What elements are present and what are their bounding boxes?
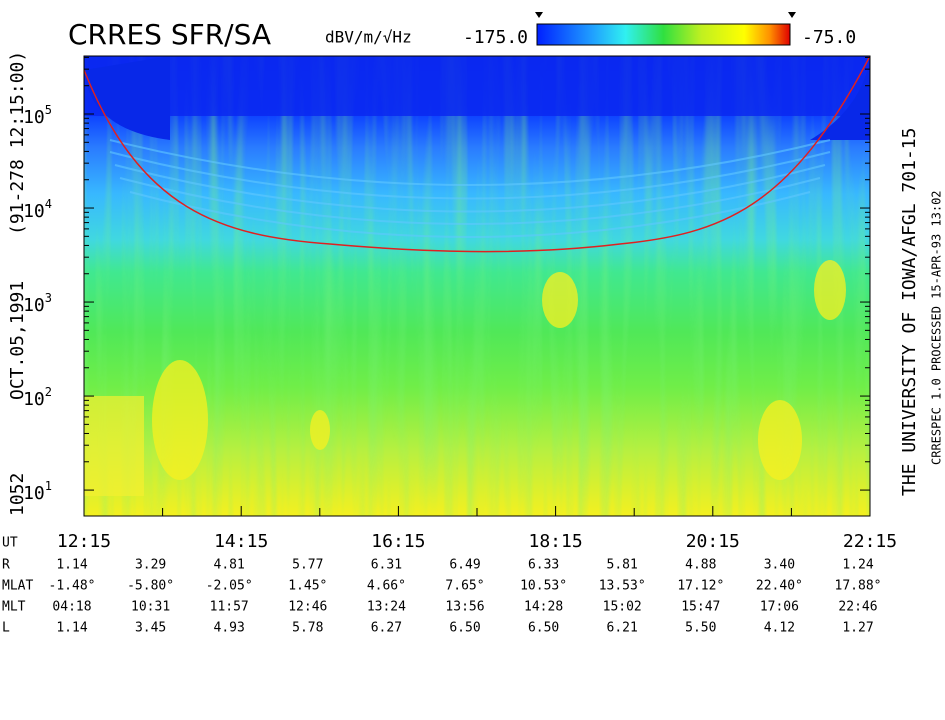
ephemeris-cell: 13:24 <box>367 600 406 615</box>
ephemeris-cell: 6.50 <box>528 621 559 636</box>
left-label: (91-278 12:15:00) <box>7 51 28 235</box>
ephemeris-cell: 6.27 <box>371 621 402 636</box>
x-tick-label: 20:15 <box>686 531 740 552</box>
ephemeris-cell: -5.80° <box>127 579 174 594</box>
ephemeris-cell: 4.12 <box>764 621 795 636</box>
ephemeris-cell: 6.50 <box>449 621 480 636</box>
ephemeris-cell: 3.45 <box>135 621 166 636</box>
x-tick-label: 16:15 <box>371 531 425 552</box>
colorbar-min: -175.0 <box>463 27 528 48</box>
ephemeris-cell: -2.05° <box>206 579 253 594</box>
ephemeris-cell: 1.14 <box>56 558 87 573</box>
ephemeris-cell: 4.88 <box>685 558 716 573</box>
y-tick-label: 105 <box>23 103 52 128</box>
ephemeris-cell: 15:47 <box>681 600 720 615</box>
ephemeris-cell: 17.88° <box>835 579 882 594</box>
colorbar-unit: dBV/m/√Hz <box>325 28 412 47</box>
processing-label: CRRESPEC 1.0 PROCESSED 15-APR-93 13:02 <box>930 190 944 465</box>
left-label: OCT.05,1991 <box>7 281 28 400</box>
ephemeris-cell: -1.48° <box>49 579 96 594</box>
y-tick-base: 10 <box>23 107 45 128</box>
x-tick-label: 12:15 <box>57 531 111 552</box>
ephemeris-cell: 1.24 <box>842 558 873 573</box>
chart-title: CRRES SFR/SA <box>68 18 271 51</box>
ephemeris-cell: 4.93 <box>214 621 245 636</box>
right-label: THE UNIVERSITY OF IOWA/AFGL 701-15 <box>899 128 920 496</box>
ephemeris-cell: 17:06 <box>760 600 799 615</box>
colorbar-markers <box>535 12 796 18</box>
ephemeris-cell: 11:57 <box>210 600 249 615</box>
ephemeris-cell: 1.45° <box>288 579 327 594</box>
ephemeris-cell: 15:02 <box>603 600 642 615</box>
ephemeris-cell: 17.12° <box>677 579 724 594</box>
left-label: 1052 <box>7 473 28 516</box>
ephemeris-row-label: UT <box>2 536 18 551</box>
ephemeris-row-label: MLAT <box>2 579 33 594</box>
ephemeris-cell: 3.40 <box>764 558 795 573</box>
spectrogram-void <box>810 60 870 140</box>
spectrogram-void <box>84 56 170 140</box>
ephemeris-cell: 14:28 <box>524 600 563 615</box>
ephemeris-cell: 10:31 <box>131 600 170 615</box>
ephemeris-cell: 12:46 <box>288 600 327 615</box>
x-tick-label: 22:15 <box>843 531 897 552</box>
spectrogram-top <box>84 56 870 116</box>
spectrogram-bands <box>109 139 831 238</box>
ephemeris-cell: 1.27 <box>842 621 873 636</box>
ephemeris-cell: 13:56 <box>445 600 484 615</box>
ephemeris-cell: 7.65° <box>445 579 484 594</box>
ephemeris-cell: 5.81 <box>607 558 638 573</box>
y-tick-base: 10 <box>23 483 45 504</box>
spectrogram-block <box>84 396 144 496</box>
x-tick-label: 18:15 <box>529 531 583 552</box>
ephemeris-cell: 4.66° <box>367 579 406 594</box>
ephemeris-cell: 6.21 <box>607 621 638 636</box>
ephemeris-cell: 22:46 <box>838 600 877 615</box>
y-tick-exponent: 2 <box>45 385 52 399</box>
y-tick-base: 10 <box>23 389 45 410</box>
ephemeris-cell: 6.33 <box>528 558 559 573</box>
y-tick-base: 10 <box>23 295 45 316</box>
x-tick-label: 14:15 <box>214 531 268 552</box>
y-tick-exponent: 1 <box>45 479 52 493</box>
y-tick-label: 104 <box>23 197 52 223</box>
ephemeris-cell: 6.31 <box>371 558 402 573</box>
ephemeris-cell: 3.29 <box>135 558 166 573</box>
spectrogram-texture <box>84 56 870 516</box>
y-tick-exponent: 5 <box>45 103 52 117</box>
reference-curve <box>84 56 870 253</box>
ephemeris-cell: 4.81 <box>214 558 245 573</box>
ephemeris-cell: 04:18 <box>52 600 91 615</box>
ephemeris-cell: 22.40° <box>756 579 803 594</box>
ephemeris-cell: 13.53° <box>599 579 646 594</box>
y-tick-label: 101 <box>23 479 52 505</box>
ephemeris-cell: 5.50 <box>685 621 716 636</box>
ephemeris-cell: 1.14 <box>56 621 87 636</box>
ephemeris-cell: 6.49 <box>449 558 480 573</box>
ephemeris-row-label: MLT <box>2 600 26 615</box>
ephemeris-row-label: L <box>2 621 10 636</box>
ephemeris-cell: 5.78 <box>292 621 323 636</box>
y-tick-label: 103 <box>23 291 52 317</box>
spectrogram-blobs <box>152 260 846 480</box>
spectrogram <box>84 56 870 516</box>
ephemeris-cell: 10.53° <box>520 579 567 594</box>
y-tick-exponent: 3 <box>45 291 52 305</box>
ephemeris-cell: 5.77 <box>292 558 323 573</box>
colorbar <box>536 23 791 46</box>
ephemeris-row-label: R <box>2 558 10 573</box>
y-tick-base: 10 <box>23 201 45 222</box>
y-tick-label: 102 <box>23 385 52 411</box>
y-tick-exponent: 4 <box>45 197 52 211</box>
colorbar-max: -75.0 <box>802 27 856 48</box>
